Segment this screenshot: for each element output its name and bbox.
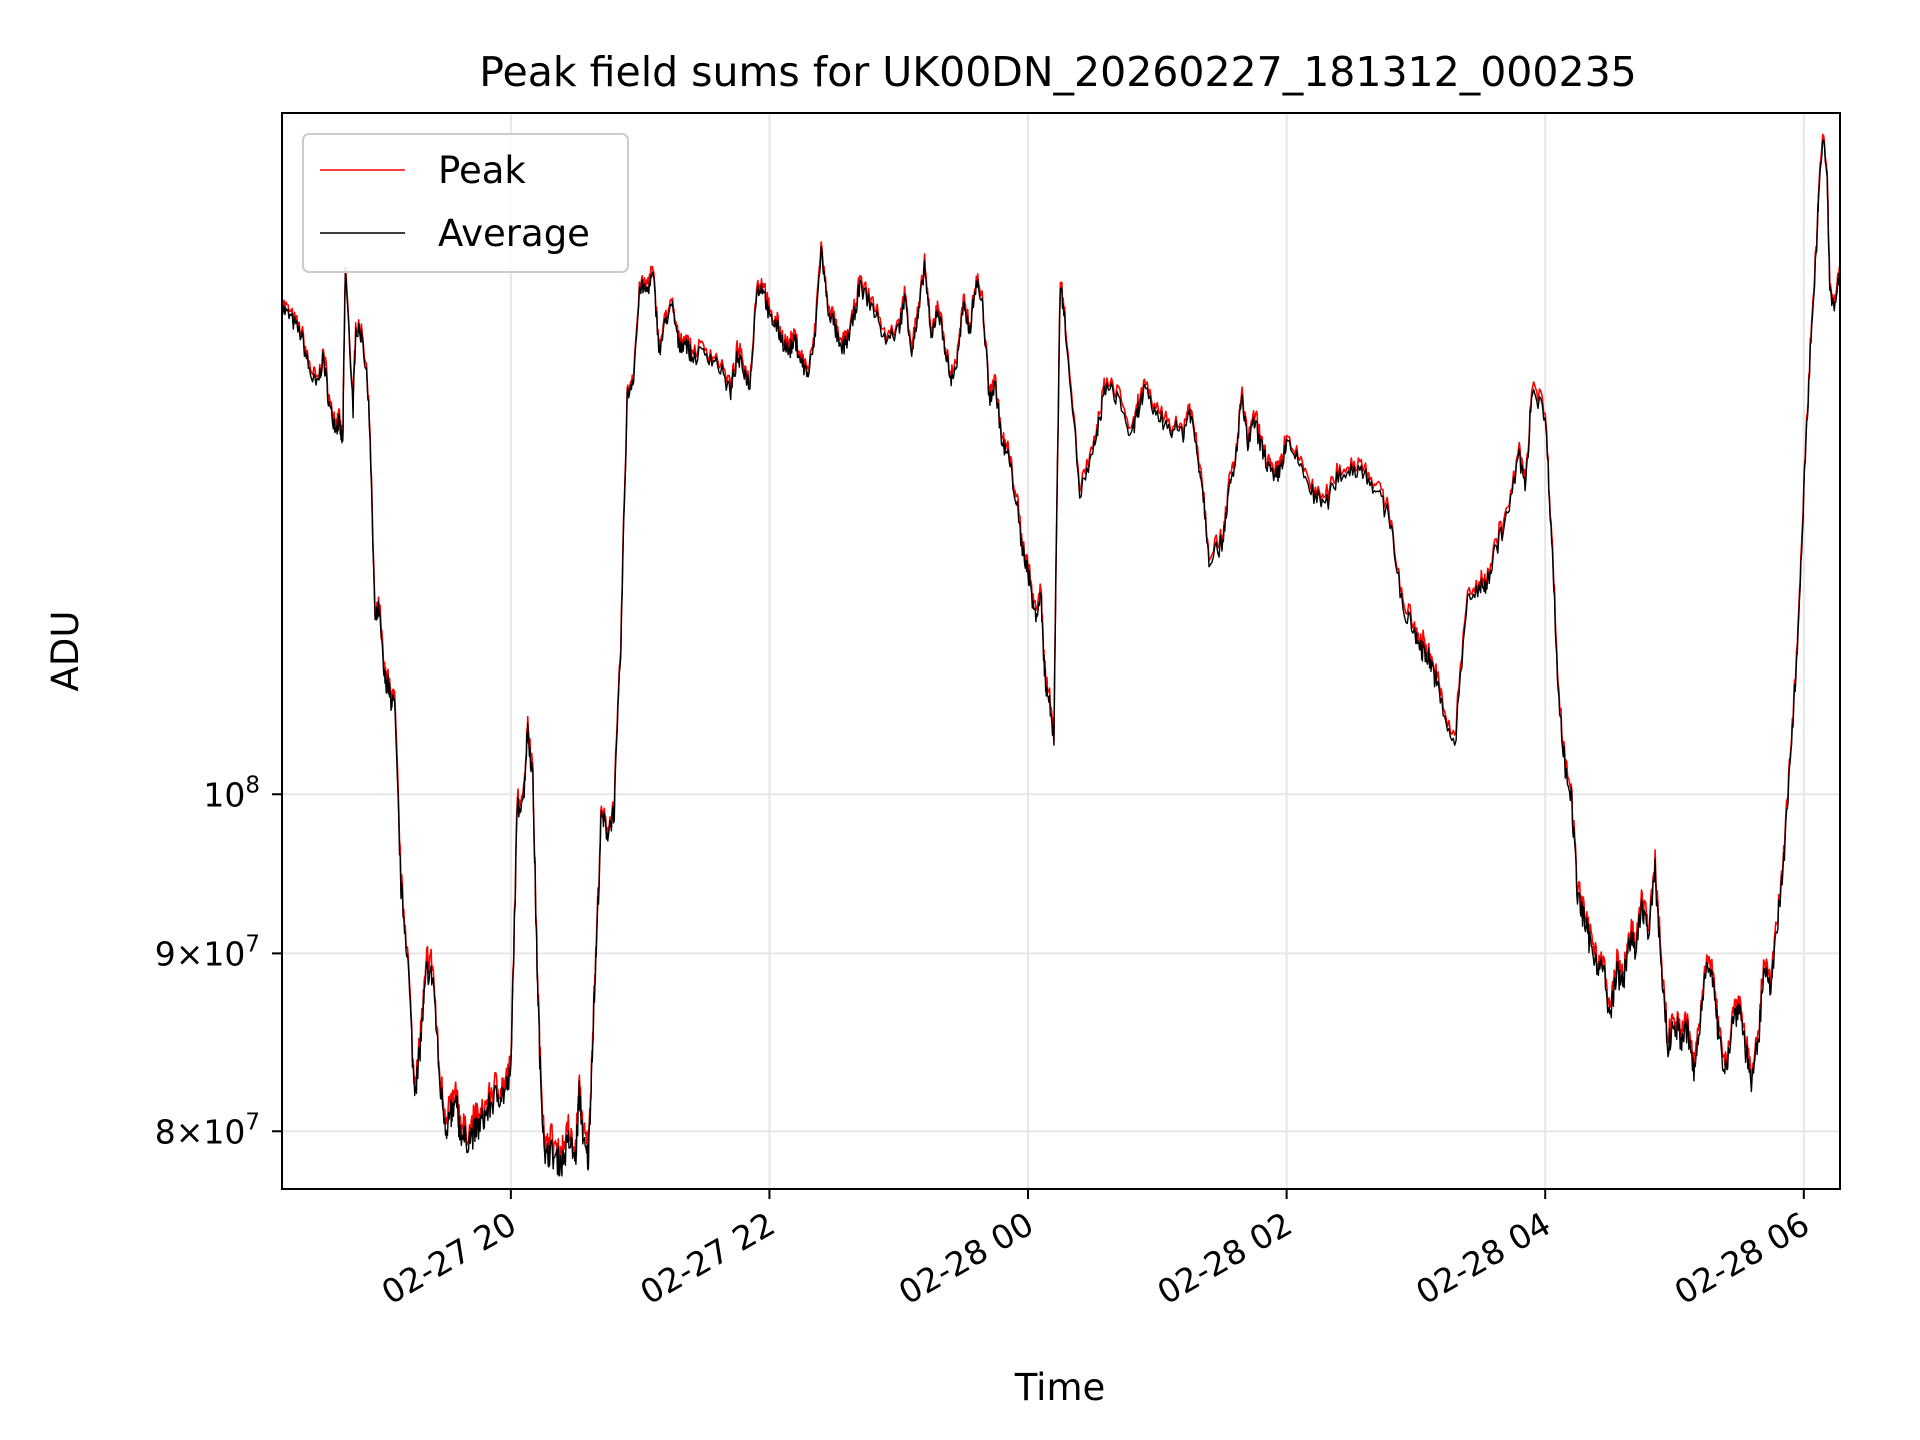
legend-label-peak: Peak [438,149,526,192]
y-tick-label: 108 [203,772,260,814]
y-tick-exponent: 7 [245,931,260,957]
y-tick-exponent: 8 [245,772,260,798]
y-tick-mantissa: 8 [155,1112,176,1151]
series-average-line [282,139,1840,1177]
y-tick-base: 10 [203,775,245,814]
grid [282,113,1840,1189]
y-tick-times: ×10 [176,934,246,973]
y-tick-mantissa: 9 [155,934,176,973]
legend-label-average: Average [438,212,590,255]
legend: Peak Average [302,133,629,273]
y-tick-times: ×10 [176,1112,246,1151]
y-axis-label: ADU [44,611,87,692]
plot-frame [281,112,1841,1190]
y-tick-label: 9×107 [155,931,260,973]
y-tick-label: 8×107 [155,1109,260,1151]
chart-title: Peak field sums for UK00DN_20260227_1813… [479,48,1637,96]
legend-box [302,133,629,273]
x-axis-label: Time [1014,1366,1106,1409]
series-layer [282,133,1840,1177]
y-tick-exponent: 7 [245,1109,260,1135]
